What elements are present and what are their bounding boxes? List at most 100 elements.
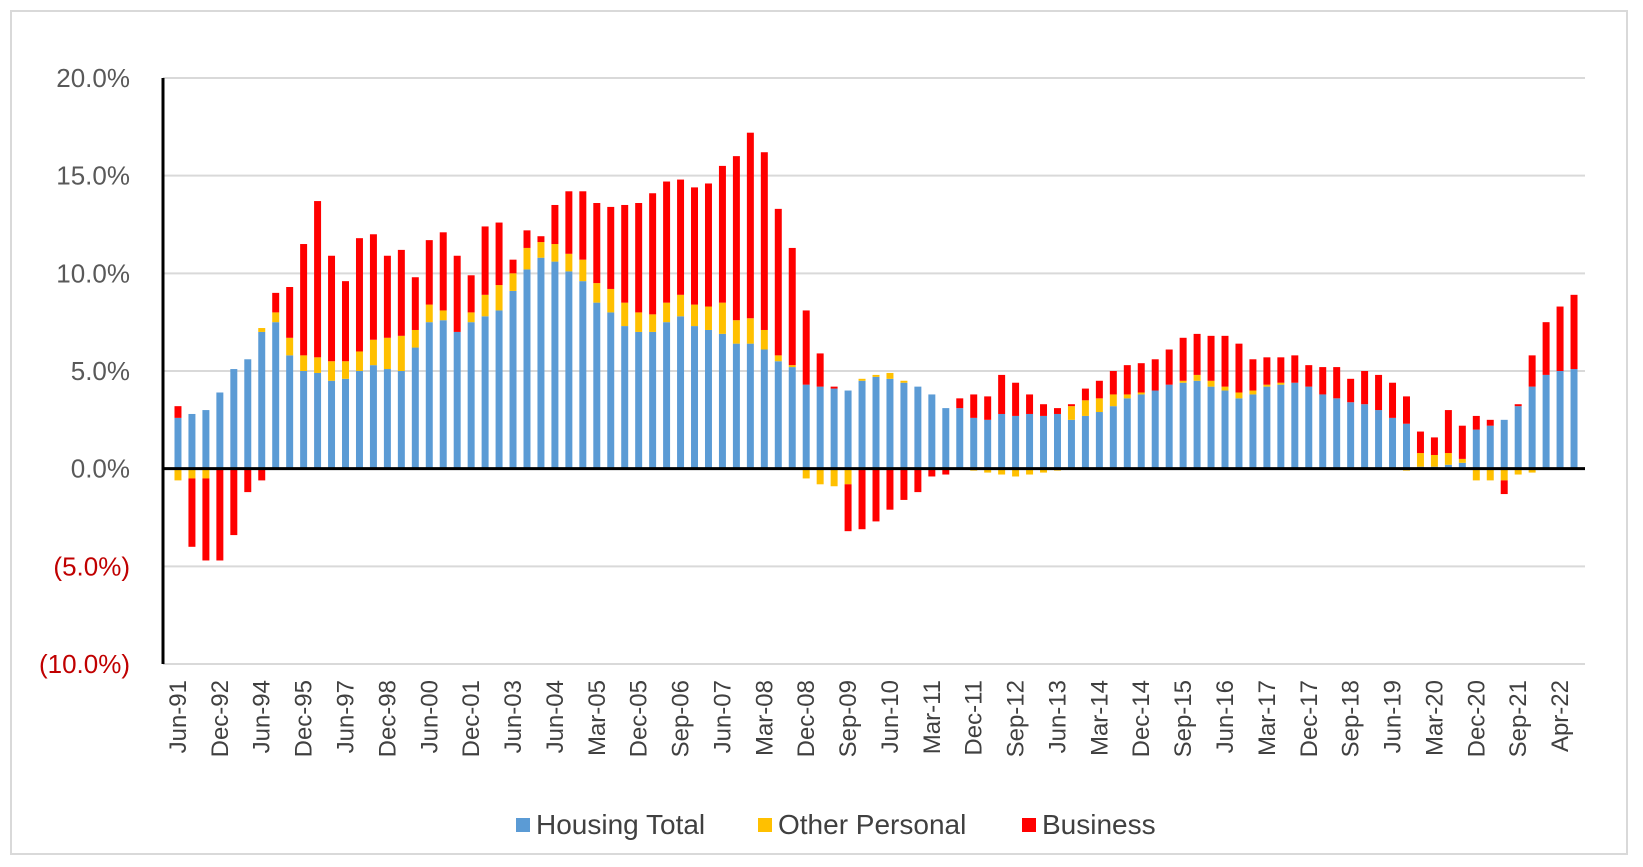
x-tick-label: Dec-14 <box>1128 680 1155 757</box>
bar-segment-business <box>1319 367 1327 395</box>
bar-segment-business <box>216 468 224 561</box>
bar-segment-housing-total <box>1389 417 1397 469</box>
bar-segment-other-personal <box>397 335 405 371</box>
bar-segment-other-personal <box>802 468 810 479</box>
y-tick-label: 0.0% <box>71 454 130 484</box>
bar-segment-other-personal <box>328 361 336 381</box>
bar-segment-housing-total <box>1123 398 1131 469</box>
bar-segment-housing-total <box>1528 386 1536 469</box>
bar-segment-business <box>202 478 210 561</box>
bar-segment-business <box>551 204 559 245</box>
bar-segment-business <box>844 484 852 532</box>
bar-segment-housing-total <box>956 408 964 469</box>
x-tick-label: Sep-06 <box>668 680 695 757</box>
bar-segment-business <box>802 310 810 385</box>
bar-segment-housing-total <box>439 320 447 469</box>
bar-segment-housing-total <box>788 367 796 469</box>
bar-segment-other-personal <box>1528 468 1536 473</box>
y-tick-label: 20.0% <box>56 63 130 93</box>
y-tick-label: (10.0%) <box>39 649 130 679</box>
legend-swatch-housing-total <box>516 818 530 832</box>
bar-segment-other-personal <box>1012 468 1020 477</box>
bar-segment-business <box>1500 480 1508 495</box>
bar-segment-housing-total <box>663 322 671 469</box>
legend-label: Other Personal <box>778 809 966 840</box>
bar-segment-housing-total <box>467 322 475 469</box>
bar-segment-other-personal <box>1249 390 1257 395</box>
bar-segment-business <box>453 255 461 332</box>
bar-segment-housing-total <box>1375 410 1383 469</box>
bar-segment-business <box>1347 378 1355 403</box>
bar-segment-business <box>998 374 1006 414</box>
bar-segment-other-personal <box>1472 468 1480 481</box>
y-tick-label: 5.0% <box>71 356 130 386</box>
bar-segment-business <box>355 238 363 352</box>
bar-segment-other-personal <box>788 365 796 368</box>
bar-segment-business <box>342 281 349 362</box>
bar-segment-housing-total <box>1193 380 1201 469</box>
bar-segment-other-personal <box>523 247 531 270</box>
bar-segment-business <box>383 255 391 338</box>
bar-segment-housing-total <box>537 257 545 469</box>
bar-segment-other-personal <box>886 372 894 379</box>
x-tick-label: Dec-05 <box>626 680 653 757</box>
bar-segment-business <box>886 468 894 510</box>
bar-segment-housing-total <box>830 388 838 469</box>
x-tick-label: Jun-16 <box>1212 680 1239 753</box>
bar-segment-other-personal <box>495 285 503 311</box>
bar-segment-business <box>1514 404 1522 407</box>
x-axis-tick-labels: Jun-91 Dec-92 Jun-94 Dec-95 Jun-97 Dec-98 Jun-… <box>165 680 1574 757</box>
bar-segment-other-personal <box>1026 468 1034 475</box>
bar-segment-business <box>984 396 992 420</box>
bar-segment-housing-total <box>509 290 517 469</box>
bar-segment-housing-total <box>1458 462 1466 469</box>
legend-label: Housing Total <box>536 809 705 840</box>
bar-segment-housing-total <box>760 349 768 469</box>
x-tick-label: Dec-08 <box>793 680 820 757</box>
bar-segment-business <box>928 468 936 477</box>
bar-segment-business <box>1249 359 1257 391</box>
bar-segment-business <box>830 386 838 389</box>
bar-segment-other-personal <box>1500 468 1508 481</box>
bar-segment-other-personal <box>300 355 308 371</box>
x-tick-label: Jun-19 <box>1380 680 1407 753</box>
bar-segment-business <box>369 234 377 340</box>
x-tick-label: Jun-97 <box>333 680 360 753</box>
x-tick-label: Jun-00 <box>416 680 443 753</box>
bar-segment-business <box>523 230 531 248</box>
bar-segment-business <box>509 259 517 274</box>
bar-segment-business <box>663 181 671 303</box>
bar-segment-housing-total <box>1556 371 1564 469</box>
bar-segment-housing-total <box>1486 425 1494 469</box>
bar-segment-other-personal <box>1123 394 1131 399</box>
bar-segment-business <box>1416 431 1424 454</box>
bar-segment-business <box>788 247 796 366</box>
x-tick-label: Jun-10 <box>877 680 904 753</box>
bar-segment-housing-total <box>1012 415 1020 469</box>
bar-segment-other-personal <box>998 468 1006 475</box>
bar-segment-business <box>872 468 880 522</box>
bar-segment-housing-total <box>1137 394 1145 469</box>
bar-segment-other-personal <box>1263 384 1271 387</box>
bar-segment-housing-total <box>1179 382 1187 469</box>
bar-segment-other-personal <box>258 328 266 332</box>
bar-segment-other-personal <box>383 337 391 370</box>
bar-segment-business <box>1305 365 1313 387</box>
bar-segment-other-personal <box>369 339 377 366</box>
bar-segment-other-personal <box>844 468 852 485</box>
bar-segment-business <box>1221 335 1229 387</box>
bar-segment-housing-total <box>230 369 238 469</box>
bar-segment-business <box>1026 394 1034 414</box>
bar-segment-other-personal <box>774 355 782 362</box>
bar-segment-other-personal <box>1207 380 1215 387</box>
bar-segment-business <box>593 203 601 284</box>
bar-segment-housing-total <box>1403 423 1410 469</box>
bar-segment-business <box>425 240 433 305</box>
bar-segment-other-personal <box>1067 406 1075 420</box>
bar-segment-business <box>1472 415 1480 430</box>
bar-segment-housing-total <box>314 372 322 469</box>
bar-segment-other-personal <box>411 329 419 348</box>
x-tick-label: Mar-17 <box>1254 680 1281 756</box>
bar-segment-business <box>970 394 978 418</box>
